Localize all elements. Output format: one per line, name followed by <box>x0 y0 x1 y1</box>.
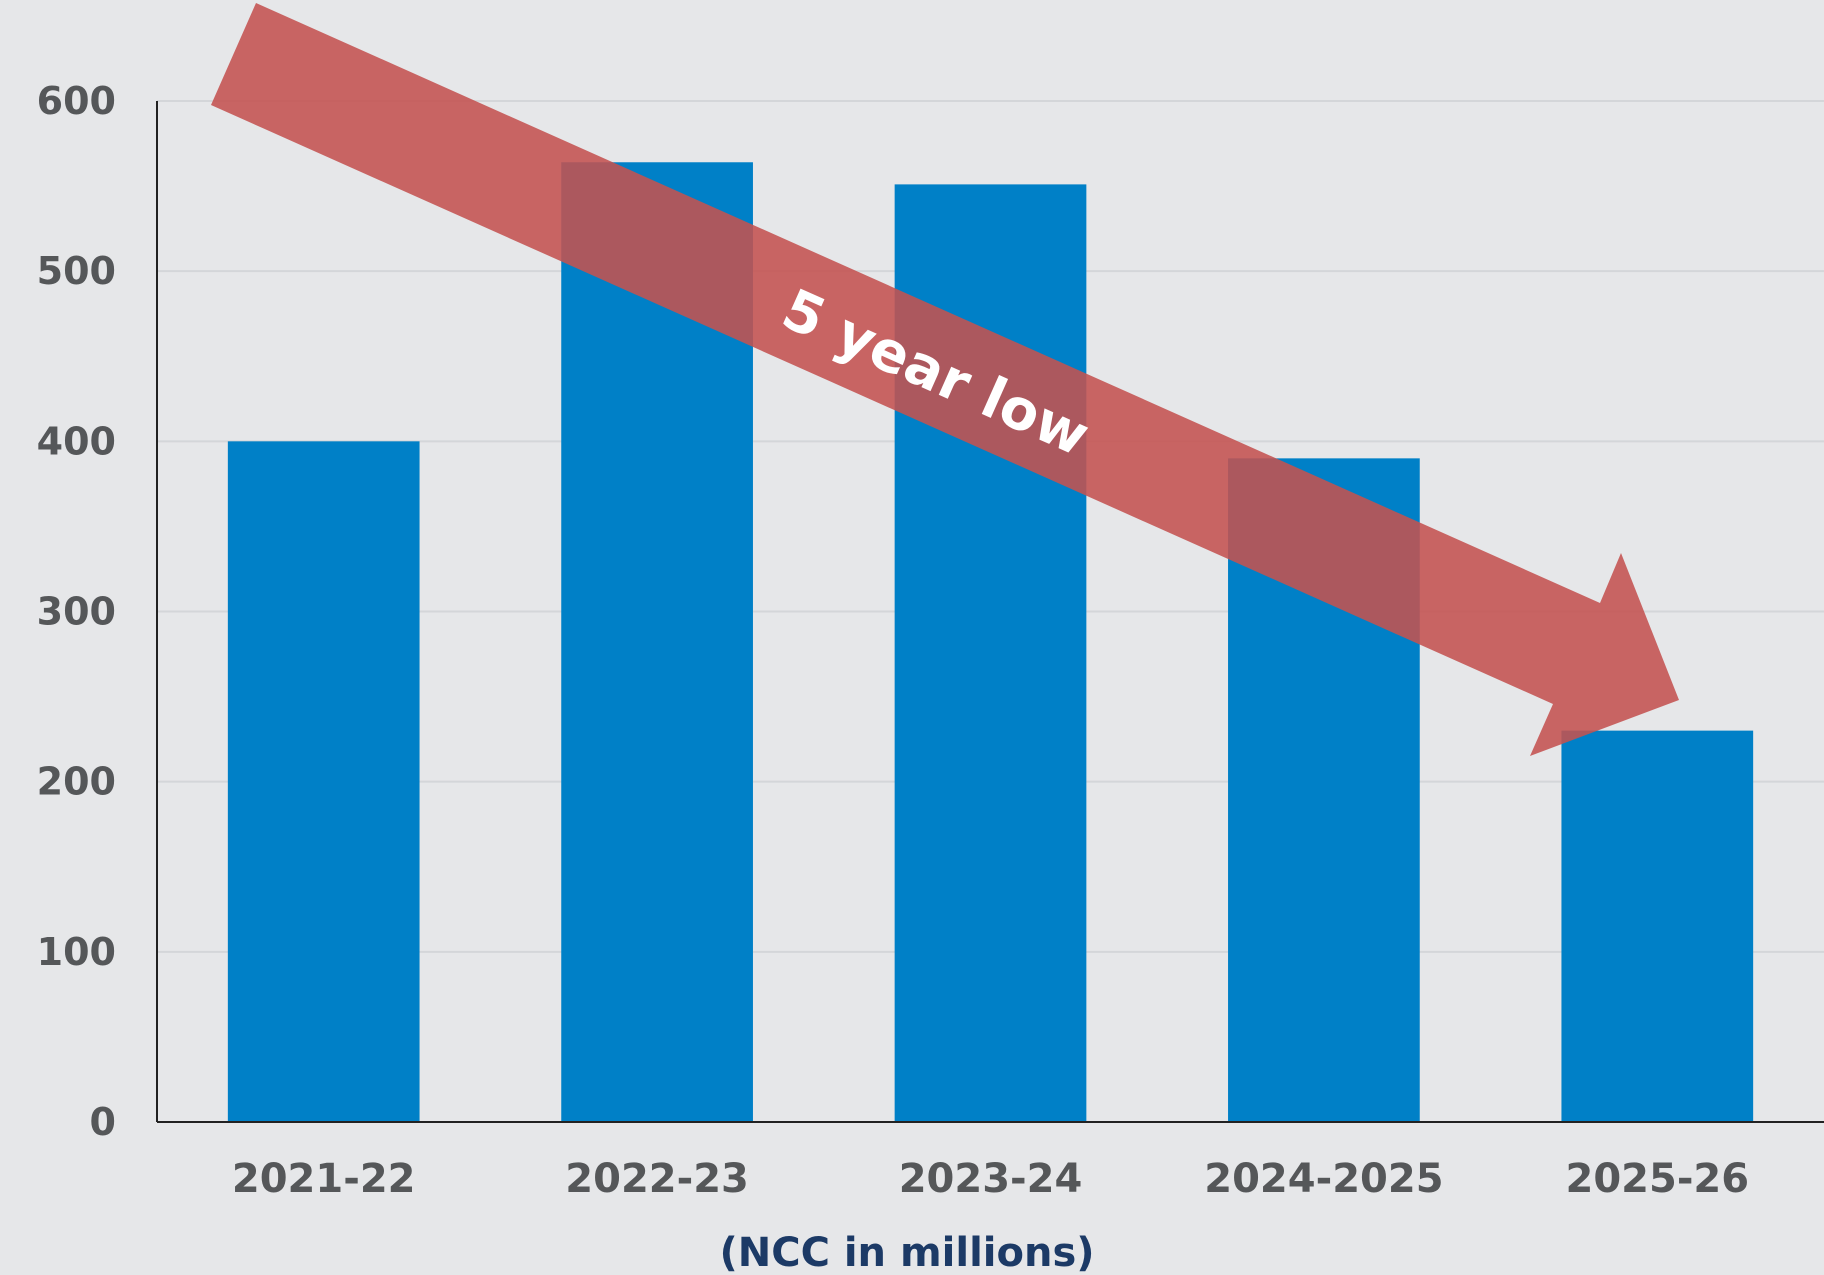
y-tick-labels: 0 100 200 300 400 500 600 <box>37 79 116 1144</box>
y-tick-label: 400 <box>37 419 116 463</box>
axes <box>156 101 1824 1123</box>
y-tick-label: 600 <box>37 79 116 123</box>
x-category-labels: 2021-22 2022-23 2023-24 2024-2025 2025-26 <box>232 1156 1749 1202</box>
x-tick-label: 2022-23 <box>565 1156 749 1202</box>
bar-2021-22 <box>227 441 420 1122</box>
x-tick-label: 2024-2025 <box>1204 1156 1443 1202</box>
x-axis-label: (NCC in millions) <box>719 1230 1094 1275</box>
y-tick-label: 500 <box>37 249 116 293</box>
x-tick-label: 2021-22 <box>232 1156 416 1202</box>
y-tick-label: 300 <box>37 590 116 634</box>
y-tick-label: 0 <box>90 1100 116 1144</box>
down-trend-arrow <box>211 3 1679 756</box>
y-tick-label: 100 <box>37 930 116 974</box>
x-tick-label: 2025-26 <box>1566 1156 1750 1202</box>
x-tick-label: 2023-24 <box>899 1156 1083 1202</box>
y-tick-label: 200 <box>37 760 116 804</box>
bar-2025-26 <box>1561 730 1754 1122</box>
